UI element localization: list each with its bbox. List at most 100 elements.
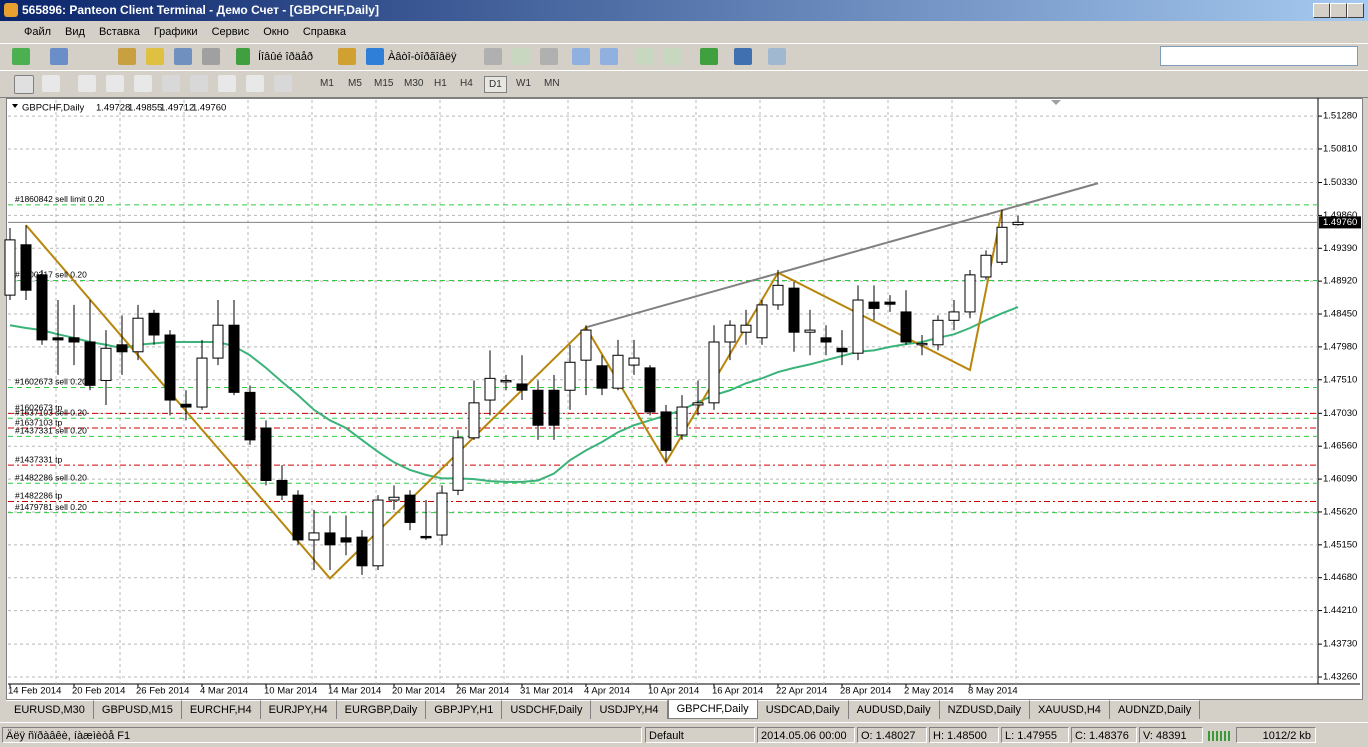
new-order-icon[interactable] <box>236 48 250 65</box>
y-tick-label: 1.49390 <box>1323 243 1357 254</box>
toolbar-button[interactable] <box>118 48 136 65</box>
toolbar-button[interactable] <box>734 48 752 65</box>
chart-tab[interactable]: EURGBP,Daily <box>336 700 427 719</box>
toolbar-button[interactable] <box>664 48 682 65</box>
candle-body <box>100 347 112 381</box>
candle-body <box>212 324 224 359</box>
candle-body <box>916 342 928 346</box>
candle-body <box>836 347 848 353</box>
search-box[interactable] <box>1160 46 1358 66</box>
crosshair-tool[interactable] <box>42 75 60 92</box>
order-label: #1482286 sell 0.20 <box>15 473 87 483</box>
candle-body <box>676 406 688 436</box>
auto-trading-button[interactable]: Àâòî-òîðãîâëÿ <box>388 51 457 63</box>
candle-body <box>692 402 704 406</box>
candle-body <box>644 367 656 413</box>
menu-item[interactable]: Файл <box>24 26 52 38</box>
text-tool[interactable] <box>218 75 236 92</box>
x-tick-label: 16 Apr 2014 <box>712 686 763 697</box>
timeframe-button[interactable]: MN <box>544 78 560 89</box>
candle-body <box>164 334 176 401</box>
candle-body <box>148 312 160 336</box>
menu-item[interactable]: Сервис <box>211 26 250 38</box>
toolbar-button[interactable] <box>146 48 164 65</box>
toolbar-button[interactable] <box>540 48 558 65</box>
toolbar-button[interactable] <box>512 48 530 65</box>
candle-body <box>708 341 720 404</box>
timeframe-button[interactable]: M1 <box>320 78 334 89</box>
header-quote: 1.49855 <box>128 103 162 114</box>
menu-item[interactable]: Вставка <box>98 26 140 38</box>
toolbar-button[interactable] <box>12 48 30 65</box>
chart-tab[interactable]: USDJPY,H4 <box>591 700 668 719</box>
toolbar-button[interactable] <box>174 48 192 65</box>
chart-tab[interactable]: NZDUSD,Daily <box>939 700 1030 719</box>
chart-tab[interactable]: EURUSD,M30 <box>6 700 94 719</box>
fibo-tool[interactable] <box>162 75 180 92</box>
timeframe-button[interactable]: H4 <box>460 78 473 89</box>
zoom-in[interactable] <box>572 48 590 65</box>
candle-body <box>4 239 16 296</box>
timeframe-button[interactable]: M5 <box>348 78 362 89</box>
order-label: #1437331 tp <box>15 454 63 464</box>
channel-tool[interactable] <box>190 75 208 92</box>
chart-tab[interactable]: AUDNZD,Daily <box>1109 700 1201 719</box>
chart-tab[interactable]: USDCAD,Daily <box>757 700 849 719</box>
line-tool[interactable] <box>134 75 152 92</box>
line-tool[interactable] <box>106 75 124 92</box>
menu-item[interactable]: Справка <box>302 26 346 38</box>
x-tick-label: 20 Mar 2014 <box>392 686 445 697</box>
x-tick-label: 2 May 2014 <box>904 686 954 697</box>
shift-marker[interactable] <box>1051 100 1061 105</box>
new-order-button[interactable]: Íîâûé îðäåð <box>258 51 314 63</box>
toolbar-button[interactable] <box>202 48 220 65</box>
chart-tab[interactable]: GBPCHF,Daily <box>667 700 758 719</box>
status-bar: Äëÿ ñïðàâêè, íàæìèòå F1 Default 2014.05.… <box>0 722 1368 747</box>
candle-body <box>340 537 352 543</box>
toolbar-button[interactable] <box>484 48 502 65</box>
x-tick-label: 10 Mar 2014 <box>264 686 317 697</box>
chart-tab[interactable]: XAUUSD,H4 <box>1029 700 1110 719</box>
menu-arrow[interactable] <box>12 104 18 108</box>
toolbar-button[interactable] <box>768 48 786 65</box>
timeframe-button[interactable]: M30 <box>404 78 424 89</box>
chart-tab[interactable]: GBPUSD,M15 <box>93 700 182 719</box>
minimize-button[interactable] <box>1313 3 1330 18</box>
menu-item[interactable]: Вид <box>65 26 85 38</box>
timeframe-button[interactable]: D1 <box>484 76 507 93</box>
x-tick-label: 28 Apr 2014 <box>840 686 891 697</box>
menu-item[interactable]: Графики <box>153 26 198 38</box>
chart-tab[interactable]: EURCHF,H4 <box>181 700 261 719</box>
chart-tab[interactable]: EURJPY,H4 <box>260 700 337 719</box>
candle-body <box>964 274 976 313</box>
timeframe-button[interactable]: W1 <box>516 78 531 89</box>
toolbar-button[interactable] <box>636 48 654 65</box>
timeframe-button[interactable]: M15 <box>374 78 394 89</box>
toolbar-button[interactable] <box>700 48 718 65</box>
toolbar-button[interactable] <box>338 48 356 65</box>
chart-tab[interactable]: USDCHF,Daily <box>502 700 592 719</box>
order-label: #1860842 sell limit 0.20 <box>15 194 105 204</box>
candle-body <box>900 311 912 343</box>
order-label: #1637103 sell 0.20 <box>15 407 87 417</box>
auto-trading-icon[interactable] <box>366 48 384 65</box>
candle-body <box>724 324 736 343</box>
app-icon <box>4 3 18 17</box>
timeframe-button[interactable]: H1 <box>434 78 447 89</box>
arrows-tool[interactable] <box>274 75 292 92</box>
chart-tab[interactable]: AUDUSD,Daily <box>848 700 940 719</box>
zoom-out[interactable] <box>600 48 618 65</box>
candle-body <box>356 536 368 567</box>
toolbar-button[interactable] <box>50 48 68 65</box>
label-tool[interactable] <box>246 75 264 92</box>
maximize-button[interactable] <box>1330 3 1347 18</box>
chart-tab[interactable]: GBPJPY,H1 <box>426 700 503 719</box>
candle-body <box>292 494 304 541</box>
cursor-tool[interactable] <box>14 75 34 94</box>
status-high: H: 1.48500 <box>929 727 999 743</box>
line-tool[interactable] <box>78 75 96 92</box>
bid-label: 1.49760 <box>1323 217 1357 228</box>
menu-item[interactable]: Окно <box>263 26 289 38</box>
close-button[interactable] <box>1347 3 1364 18</box>
